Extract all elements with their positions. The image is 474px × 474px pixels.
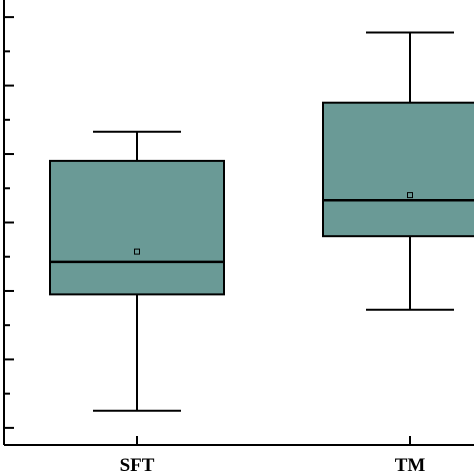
- x-tick-label-tm: TM: [395, 455, 426, 474]
- mean-marker-sft: [134, 248, 140, 255]
- x-tick-label-sft: SFT: [120, 455, 155, 474]
- mean-marker-tm: [407, 192, 413, 199]
- box-series: [49, 31, 474, 412]
- box-iqr-tm: [322, 101, 474, 238]
- box-sft: [49, 130, 225, 412]
- box-iqr-sft: [49, 159, 225, 296]
- x-tick-labels: SFT TM: [120, 455, 426, 474]
- plot-axes: [3, 0, 474, 446]
- box-tm: [322, 31, 474, 311]
